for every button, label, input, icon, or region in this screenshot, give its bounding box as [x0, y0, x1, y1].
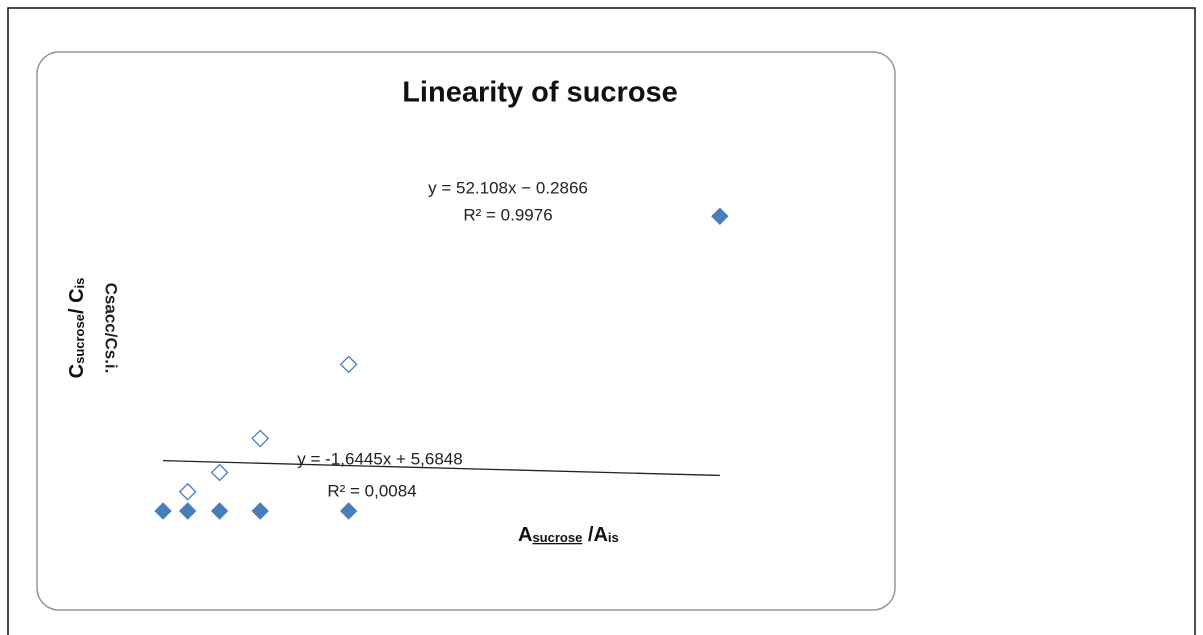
data-point: [178, 482, 197, 501]
label-part: /A: [582, 524, 608, 546]
annotation: R² = 0.9976: [463, 205, 552, 224]
y-axis-label: Csucrose/ Cis: [66, 278, 88, 379]
page-frame: [7, 7, 1196, 635]
data-point: [251, 429, 270, 448]
data-point: [210, 502, 229, 520]
data-point: [251, 502, 269, 520]
label-part: is: [72, 278, 87, 289]
data-point: [210, 463, 229, 482]
label-part: / C: [66, 288, 88, 314]
label-part: sucrose: [72, 314, 87, 364]
annotation: R² = 0,0084: [327, 481, 416, 500]
annotation: y = -1,6445x + 5,6848: [297, 449, 462, 468]
label-part: A: [518, 524, 532, 546]
data-point: [339, 502, 358, 520]
x-axis-label: Asucrose /Ais: [518, 524, 619, 546]
data-point: [711, 207, 729, 225]
data-point: [339, 355, 358, 374]
chart-title: Linearity of sucrose: [402, 77, 678, 109]
trendline: [163, 459, 720, 477]
overlap-label: Csacc/Cs.i.: [102, 283, 121, 374]
label-part: C: [66, 364, 88, 378]
annotation: y = 52.108x − 0.2866: [428, 178, 588, 197]
label-part: sucrose: [532, 530, 582, 545]
chart-frame: [36, 51, 896, 611]
data-point: [154, 502, 172, 520]
data-point: [178, 502, 197, 520]
label-part: is: [608, 530, 619, 545]
